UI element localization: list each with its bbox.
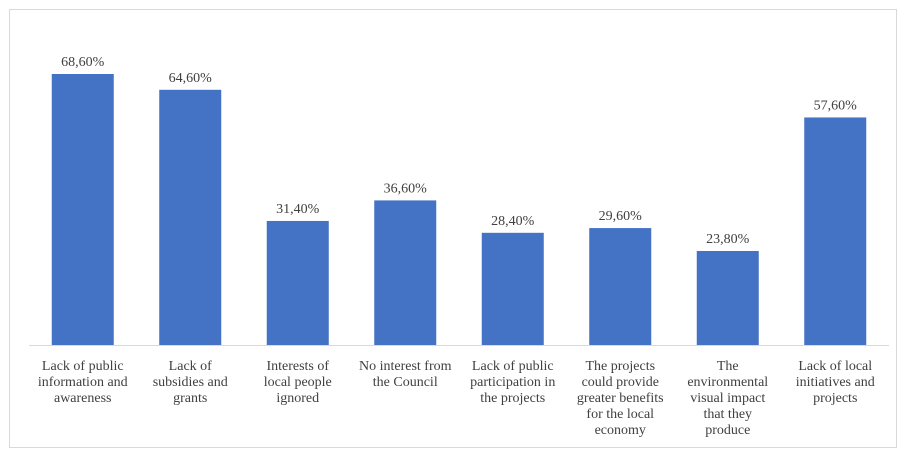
bar-value-label: 64,60% bbox=[169, 71, 213, 86]
bar-value-label: 28,40% bbox=[491, 214, 535, 229]
bar bbox=[481, 232, 544, 345]
bar-value-label: 36,60% bbox=[384, 181, 428, 196]
bars-group bbox=[51, 74, 867, 346]
bar bbox=[589, 228, 652, 345]
category-label: Interests of local people ignored bbox=[264, 359, 332, 406]
bar bbox=[266, 220, 329, 345]
bar bbox=[374, 200, 437, 345]
bar bbox=[804, 117, 867, 346]
bar-value-label: 31,40% bbox=[276, 202, 320, 217]
chart-frame bbox=[9, 9, 897, 448]
bar-value-label: 57,60% bbox=[814, 98, 858, 113]
bar bbox=[51, 74, 114, 345]
bar bbox=[696, 250, 759, 345]
bar-value-label: 29,60% bbox=[599, 209, 643, 224]
value-labels-group: 68,60% 64,60% 31,40% 36,60% 28,40% 29,60% 23,8… bbox=[61, 55, 857, 247]
bar-value-label: 23,80% bbox=[706, 232, 750, 247]
category-label: The projects could provide greater benefit… bbox=[577, 359, 664, 438]
category-label: Lack of local initiatives and projects bbox=[796, 359, 875, 406]
category-label: The environmental visual impact that they pr… bbox=[687, 359, 768, 438]
category-label: No interest from the Council bbox=[359, 359, 452, 390]
category-label: Lack of public information and awareness bbox=[38, 359, 128, 406]
bar bbox=[159, 89, 222, 345]
category-label: Lack of public participation in the projec… bbox=[470, 359, 555, 406]
category-labels-group: Lack of public information and awareness La… bbox=[38, 359, 875, 438]
category-label: Lack of subsidies and grants bbox=[153, 359, 228, 406]
bar-value-label: 68,60% bbox=[61, 55, 105, 70]
